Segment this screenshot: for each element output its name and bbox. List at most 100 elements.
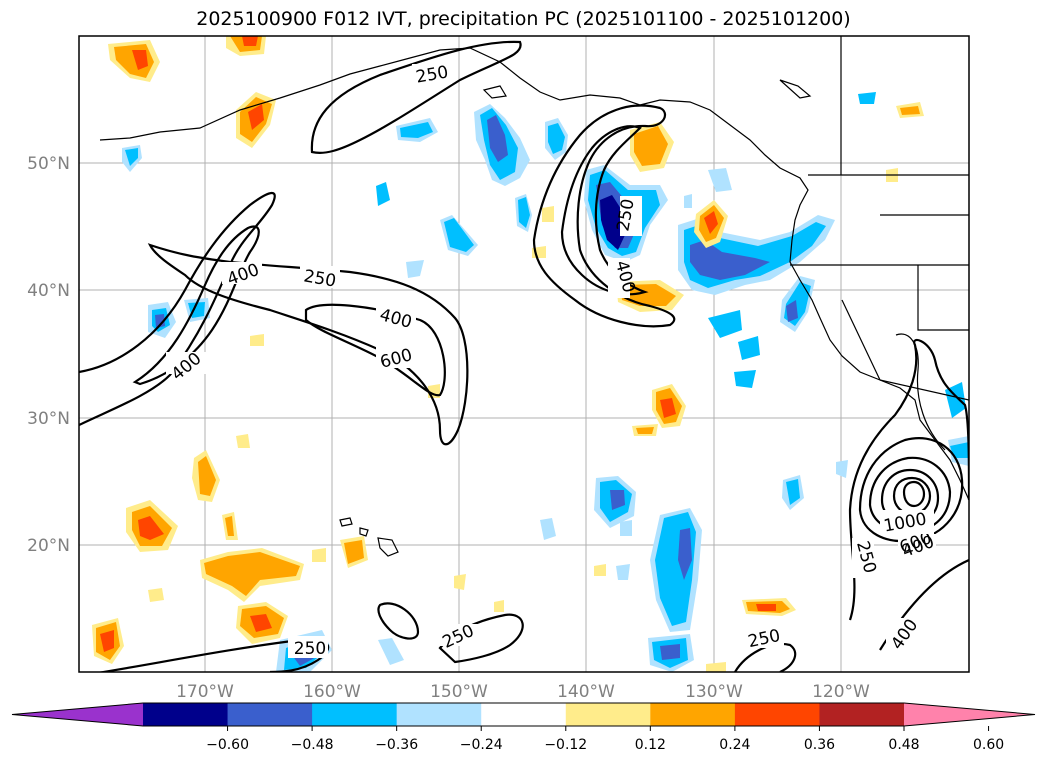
island [779, 79, 812, 99]
precip-blob [454, 574, 466, 590]
precip-blob [444, 218, 474, 252]
colorbar-tick-label: −0.12 [544, 737, 587, 753]
colorbar-extension-high [904, 703, 1035, 726]
precip-blob [708, 168, 732, 192]
lat-tick-label: 30°N [27, 409, 70, 429]
colorbar-tick-label: −0.48 [291, 737, 334, 753]
chart-title: 2025100900 F012 IVT, precipitation PC (2… [196, 8, 851, 30]
coastline [895, 333, 946, 451]
precip-blob [786, 300, 798, 322]
state-border [917, 265, 969, 331]
precip-blob [836, 460, 848, 478]
coastline-layer [99, 36, 969, 557]
precip-blob [138, 516, 164, 540]
ivt-contour [902, 480, 926, 508]
precip-blob [250, 334, 264, 346]
precip-blob [378, 638, 404, 665]
colorbar-extension-low [12, 703, 143, 726]
ivt-contour [560, 125, 649, 296]
precip-blob [734, 370, 756, 388]
precip-blob [540, 518, 556, 540]
ivt-contour [132, 225, 260, 386]
precip-blob [198, 456, 216, 496]
precip-blob [704, 211, 718, 234]
precip-blob [312, 548, 326, 562]
colorbar-segment [650, 703, 736, 726]
precip-blob [518, 197, 530, 228]
precip-blob [494, 600, 504, 612]
precip-blob [636, 427, 654, 434]
precip-blob [620, 520, 632, 536]
precip-blob [950, 442, 969, 458]
island [339, 517, 353, 527]
precip-blob [610, 490, 625, 510]
colorbar-tick-label: 0.48 [888, 737, 919, 753]
lat-tick-label: 40°N [27, 281, 70, 301]
precip-blob [548, 123, 565, 154]
lon-tick-label: 170°W [176, 682, 234, 702]
latitude-axis: 50°N 40°N 30°N 20°N [27, 154, 70, 556]
colorbar-tick-label: 0.36 [804, 737, 835, 753]
precip-blob [634, 126, 668, 166]
colorbar: −0.60 −0.48 −0.36 −0.24 −0.12 0.12 0.24 0.36 0.4… [11, 702, 1036, 753]
colorbar-tick-label: −0.24 [460, 737, 503, 753]
ivt-contour [147, 243, 469, 446]
precip-blob [542, 206, 554, 222]
precip-blob [125, 148, 138, 166]
precip-blob [406, 260, 424, 278]
lon-tick-label: 130°W [685, 682, 743, 702]
colorbar-segment [734, 703, 820, 726]
lat-tick-label: 50°N [27, 154, 70, 174]
precip-blob [690, 240, 770, 280]
island [482, 85, 507, 99]
precip-blob [236, 434, 250, 448]
precip-blob [660, 398, 676, 418]
colorbar-outline [11, 702, 1036, 727]
island [377, 537, 399, 557]
precip-blob [900, 106, 920, 115]
coastline [99, 47, 969, 501]
colorbar-segment [143, 703, 229, 726]
lon-tick-label: 150°W [430, 682, 488, 702]
lon-tick-label: 140°W [557, 682, 615, 702]
precip-blob [660, 644, 680, 660]
ivt-contour [858, 437, 964, 543]
precip-blob [756, 604, 776, 611]
precip-blob [684, 194, 692, 208]
island [359, 527, 369, 537]
ivt-contour [532, 104, 676, 328]
precip-blob [248, 104, 264, 130]
ivt-contour [304, 303, 446, 397]
colorbar-segment [565, 703, 651, 726]
colorbar-tick-label: −0.60 [206, 737, 249, 753]
lon-tick-label: 160°W [303, 682, 361, 702]
colorbar-segment [819, 703, 905, 726]
precip-blob [738, 336, 760, 360]
precip-blob [344, 540, 364, 564]
precip-blob [708, 310, 742, 338]
precip-blob [616, 564, 630, 580]
colorbar-segment [312, 703, 398, 726]
precip-blob [132, 50, 148, 70]
colorbar-segment [481, 703, 567, 726]
ivt-contour [734, 642, 797, 672]
precip-blob [204, 552, 300, 596]
precip-blob [242, 36, 258, 46]
contour-label: 250 [294, 639, 326, 659]
ivt-contour [310, 40, 522, 154]
colorbar-tick-label: 0.24 [719, 737, 750, 753]
precip-blob [250, 614, 272, 632]
lon-tick-label: 120°W [812, 682, 870, 702]
longitude-axis: 170°W 160°W 150°W 140°W 130°W 120°W [176, 682, 870, 702]
colorbar-tick-label: 0.12 [635, 737, 666, 753]
precip-blob [225, 516, 234, 536]
precip-blob [100, 630, 114, 652]
colorbar-segment [227, 703, 313, 726]
precip-blob [858, 92, 876, 104]
colorbar-tick-label: 0.60 [973, 737, 1004, 753]
precip-blob [400, 122, 433, 138]
map-frame [78, 35, 970, 673]
ivt-contour [848, 338, 969, 621]
state-border [841, 299, 881, 381]
